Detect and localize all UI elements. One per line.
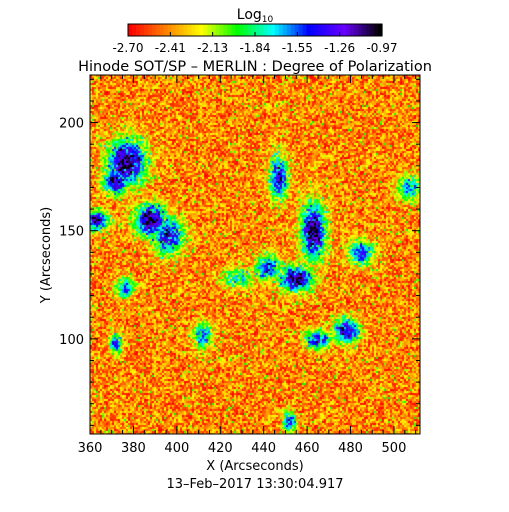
colorbar-segment xyxy=(203,24,208,36)
colorbar-segment xyxy=(167,24,173,36)
colorbar-segment xyxy=(223,24,228,36)
colorbar-tick-label: -1.84 xyxy=(239,41,270,55)
colorbar-segment xyxy=(294,24,300,36)
colorbar-segment xyxy=(306,24,312,36)
colorbar-segment xyxy=(179,24,185,36)
colorbar-segment xyxy=(342,24,347,36)
colorbar-tick-label: -2.41 xyxy=(155,41,186,55)
colorbar-tick-label: -2.70 xyxy=(112,41,143,55)
colorbar-segment xyxy=(207,24,212,36)
colorbar-segment xyxy=(258,24,264,36)
colorbar-segment xyxy=(183,24,189,36)
colorbar-segment xyxy=(243,24,248,36)
colorbar-segment xyxy=(143,24,149,36)
colorbar-segment xyxy=(175,24,181,36)
colorbar-segment xyxy=(195,24,201,36)
y-tick-label: 150 xyxy=(59,225,84,240)
colorbar-segment xyxy=(155,24,161,36)
x-tick-label: 480 xyxy=(338,441,363,456)
colorbar-segment xyxy=(239,24,244,36)
colorbar-tick-label: -1.55 xyxy=(282,41,313,55)
colorbar-segment xyxy=(251,24,256,36)
colorbar-segment xyxy=(266,24,272,36)
colorbar-segment xyxy=(318,24,324,36)
colorbar-segment xyxy=(255,24,260,36)
colorbar-segment xyxy=(362,24,367,36)
colorbar-segment xyxy=(374,24,379,36)
colorbar-segment xyxy=(326,24,332,36)
x-tick-label: 380 xyxy=(121,441,146,456)
chart-title: Hinode SOT/SP – MERLIN : Degree of Polar… xyxy=(78,59,432,75)
colorbar-segment xyxy=(338,24,343,36)
colorbar-segment xyxy=(314,24,320,36)
colorbar-title: Log10 xyxy=(237,7,274,25)
x-tick-label: 460 xyxy=(295,441,320,456)
colorbar-tick-labels: -2.70 -2.41 -2.13 -1.84 -1.55 -1.26 -0.97 xyxy=(112,32,398,55)
colorbar xyxy=(127,23,383,37)
x-tick-label: 360 xyxy=(78,441,103,456)
colorbar-segment xyxy=(298,24,304,36)
y-axis: 100 150 200 xyxy=(59,78,420,426)
colorbar-segment xyxy=(135,24,141,36)
colorbar-segment xyxy=(274,24,280,36)
x-tick-label: 440 xyxy=(251,441,276,456)
colorbar-segment xyxy=(378,24,383,36)
colorbar-segment xyxy=(370,24,375,36)
colorbar-segment xyxy=(278,24,284,36)
colorbar-segment xyxy=(346,24,351,36)
heatmap-image xyxy=(90,75,420,434)
x-tick-label: 500 xyxy=(382,441,407,456)
colorbar-segment xyxy=(187,24,193,36)
x-tick-label: 400 xyxy=(164,441,189,456)
colorbar-segment xyxy=(350,24,355,36)
colorbar-tick-label: -2.13 xyxy=(197,41,228,55)
colorbar-segment xyxy=(147,24,153,36)
colorbar-segment xyxy=(286,24,292,36)
x-tick-label: 420 xyxy=(208,441,233,456)
colorbar-segment xyxy=(231,24,236,36)
colorbar-segment xyxy=(358,24,363,36)
colorbar-segment xyxy=(290,24,296,36)
colorbar-segment xyxy=(128,24,133,36)
colorbar-segment xyxy=(219,24,224,36)
x-axis: 360 380 400 420 440 460 480 500 xyxy=(78,75,417,456)
colorbar-segment xyxy=(262,24,268,36)
colorbar-segment xyxy=(171,24,177,36)
colorbar-tick-label: -1.26 xyxy=(324,41,355,55)
colorbar-segment xyxy=(366,24,371,36)
x-axis-label: X (Arcseconds) xyxy=(206,459,303,474)
y-tick-label: 100 xyxy=(59,333,84,348)
plot-frame xyxy=(89,74,421,435)
y-axis-label: Y (Arcseconds) xyxy=(39,207,54,304)
colorbar-segment xyxy=(131,24,137,36)
colorbar-segment xyxy=(247,24,252,36)
colorbar-segment xyxy=(282,24,288,36)
colorbar-segment xyxy=(139,24,145,36)
colorbar-segment xyxy=(211,24,216,36)
colorbar-segment xyxy=(215,24,220,36)
colorbar-segment xyxy=(159,24,165,36)
heatmap-raster xyxy=(90,75,420,434)
colorbar-segment xyxy=(163,24,169,36)
colorbar-segment xyxy=(330,24,335,36)
colorbar-segment xyxy=(322,24,328,36)
colorbar-segment xyxy=(354,24,359,36)
colorbar-segment xyxy=(310,24,316,36)
colorbar-segment xyxy=(334,24,339,36)
colorbar-segment xyxy=(302,24,308,36)
colorbar-segment xyxy=(270,24,276,36)
colorbar-segment xyxy=(235,24,240,36)
colorbar-segment xyxy=(191,24,197,36)
colorbar-tick-label: -0.97 xyxy=(366,41,397,55)
y-tick-label: 200 xyxy=(59,117,84,132)
colorbar-segment xyxy=(199,24,205,36)
timestamp: 13–Feb–2017 13:30:04.917 xyxy=(166,477,343,492)
colorbar-segment xyxy=(151,24,157,36)
colorbar-segment xyxy=(227,24,232,36)
